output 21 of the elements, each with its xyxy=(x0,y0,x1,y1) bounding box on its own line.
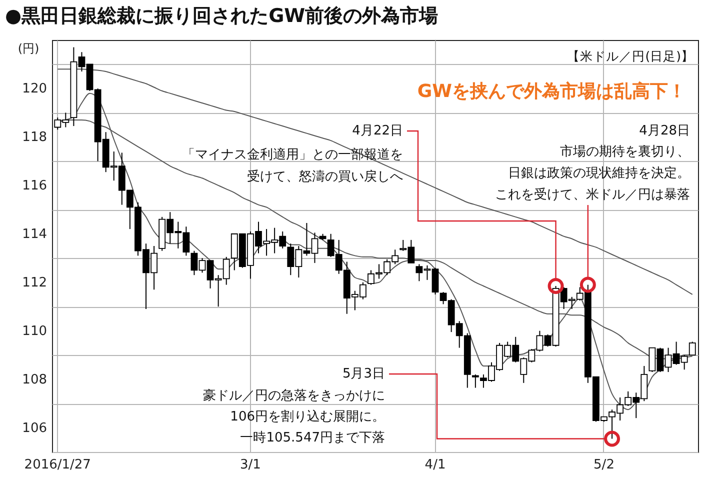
annotation: 市場の期待を裏切り、日銀は政策の現状維持を決定。これを受けて、米ドル／円は暴落 xyxy=(495,144,690,203)
x-tick-label: 5/2 xyxy=(594,458,614,472)
y-tick-label: 106 xyxy=(22,420,47,436)
y-tick-label: 108 xyxy=(22,372,47,388)
annotation: 4月28日 xyxy=(639,124,690,139)
x-tick-label: 3/1 xyxy=(240,458,261,472)
chart-title: ●黒田日銀総裁に振り回されたGW前後の外為市場 xyxy=(5,5,438,27)
y-axis-title: (円) xyxy=(18,42,40,56)
x-tick-label: 2016/1/27 xyxy=(24,458,91,472)
annotation: 豪ドル／円の急落をきっかけに106円を割り込む展開に。一時105.547円まで下落 xyxy=(203,388,385,446)
y-tick-label: 116 xyxy=(22,178,47,194)
y-tick-label: 120 xyxy=(22,81,47,96)
annotation: 4月22日 xyxy=(352,124,403,139)
y-tick-label: 110 xyxy=(22,324,47,339)
x-tick-label: 4/1 xyxy=(424,458,446,472)
annotation: GWを挟んで外為市場は乱高下！ xyxy=(417,80,686,102)
text: 【米ドル／円(日足)】 xyxy=(567,48,694,64)
y-tick-label: 118 xyxy=(22,130,47,145)
y-tick-label: 112 xyxy=(22,275,47,290)
annotation: 5月3日 xyxy=(342,366,385,382)
y-tick-label: 114 xyxy=(22,226,47,242)
